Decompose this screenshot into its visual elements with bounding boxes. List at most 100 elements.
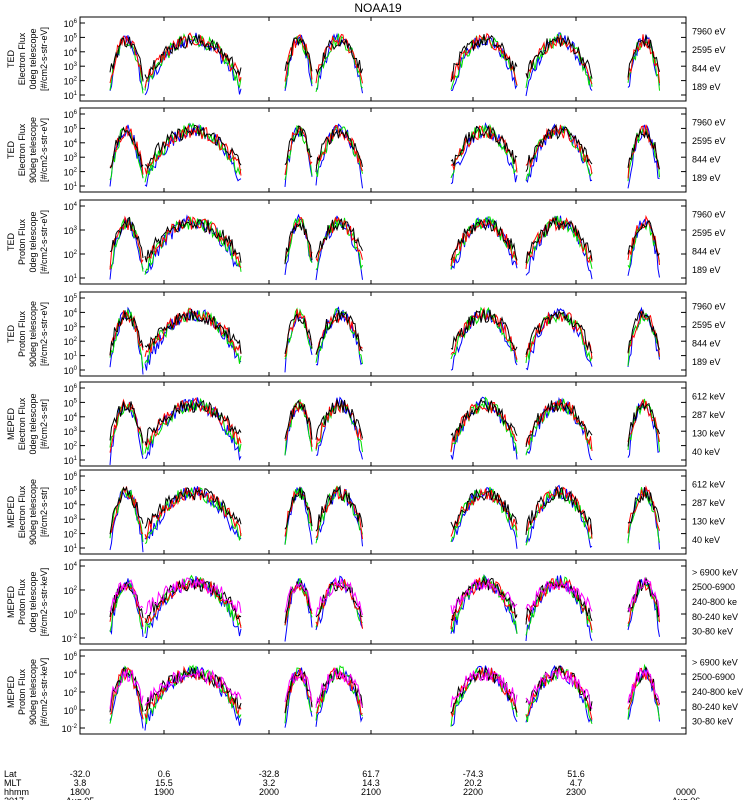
flux-trace-magenta [109,667,660,709]
y-axis-label-line: Proton Flux [17,310,27,357]
y-tick-label: 10-2 [62,634,78,644]
y-tick-label: 100 [64,610,78,620]
y-tick-label: 104 [64,413,78,423]
legend-entry: 130 keV [692,516,725,526]
panel-7: 10-2 100 102 104 MEPED Proton Flux 0deg telesc… [6,559,738,645]
x-tick-label: 1800 [70,787,90,797]
panel-frame [79,291,687,377]
x-tick-label: 0.6 [158,769,171,779]
y-tick-label: 102 [64,250,78,260]
x-row-label: Lat [4,769,17,779]
flux-trace-black [109,34,660,83]
y-tick-label: 106 [64,384,78,394]
flux-trace-black [109,215,660,265]
y-axis-label-line: TED [6,232,16,251]
legend-entry: 612 keV [692,479,725,489]
legend-entry: 2595 eV [692,228,726,238]
legend-entry: 2595 eV [692,45,726,55]
y-axis-label-line: [#/cm2-s-str-eV] [39,210,49,274]
x-row-label: hhmm [4,787,29,797]
y-tick-label: 102 [64,442,78,452]
legend-entry: 7960 eV [692,301,726,311]
panel-frame [79,559,687,645]
y-tick-label: 101 [64,182,78,192]
flux-traces [109,32,660,97]
flux-trace-red [109,306,660,360]
legend-entry: 2595 eV [692,136,726,146]
y-axis-label-line: [#/cm2-s-str-eV] [39,118,49,182]
flux-traces [109,213,660,281]
x-axis-labels: Lat -32.0 0.6 -32.8 61.7 -74.3 51.6 MLT 3.8 15.5 3… [4,769,700,800]
y-tick-label: 104 [64,562,78,572]
x-tick-label: -74.3 [463,769,484,779]
y-axis-label-line: MEPED [6,496,16,529]
legend-entry: 30-80 keV [692,717,733,727]
legend-entry: 7960 eV [692,209,726,219]
y-tick-label: 106 [64,652,78,662]
x-tick-label: 3.8 [74,778,87,788]
x-tick-label: 2300 [566,787,586,797]
y-tick-label: 102 [64,77,78,87]
flux-traces [109,663,660,731]
y-axis-label-line: Proton Flux [17,218,27,265]
legend-entry: 189 eV [692,173,721,183]
legend-entry: 844 eV [692,154,721,164]
y-tick-label: 104 [64,139,78,149]
legend-entry: 30-80 keV [692,627,733,637]
legend-entry: 2595 eV [692,320,726,330]
legend-entry: > 6900 keV [692,567,738,577]
y-tick-label: 103 [64,323,78,333]
x-tick-label: 14.3 [362,778,380,788]
flux-trace-red [109,32,660,88]
y-axis-label-line: [#/cm2-s-str-eV] [39,302,49,366]
y-tick-label: 105 [64,33,78,43]
x-row-label: 2017 [4,796,24,800]
y-tick-label: 102 [64,688,78,698]
legend-entry: 7960 eV [692,26,726,36]
y-tick-label: 103 [64,427,78,437]
x-tick-label: 20.2 [464,778,482,788]
y-axis-label-line: 90deg telescope [28,659,38,725]
y-tick-label: 102 [64,586,78,596]
x-tick-label: -32.0 [70,769,91,779]
flux-traces [109,484,660,553]
y-tick-label: 106 [64,110,78,120]
y-tick-label: 103 [64,62,78,72]
legend-entry: 287 keV [692,410,725,420]
y-axis-label-line: Proton Flux [17,668,27,715]
y-tick-label: 101 [64,274,78,284]
y-axis-label-line: Electron Flux [17,123,27,176]
y-axis-label-line: [#/cm2-s-str] [39,399,49,449]
flux-trace-black [109,398,660,448]
y-tick-label: 105 [64,398,78,408]
y-tick-label: 105 [64,294,78,304]
x-tick-label: 0000 [676,787,696,797]
legend-entry: 844 eV [692,338,721,348]
y-tick-label: 103 [64,515,78,525]
y-tick-label: 102 [64,530,78,540]
y-tick-label: 106 [64,472,78,482]
panel-8: 10-2 100 102 104 106 MEPED Proton Flux 90deg te… [6,649,743,735]
legend-entry: 612 keV [692,391,725,401]
y-tick-label: 105 [64,124,78,134]
y-tick-label: 100 [64,706,78,716]
panel-3: 101 102 103 104 TED Proton Flux 0deg telescope… [6,199,726,285]
y-axis-label-line: Electron Flux [17,397,27,450]
x-tick-label: 2000 [259,787,279,797]
legend-entry: 80-240 keV [692,612,738,622]
x-tick-label: 51.6 [567,769,585,779]
y-axis-label-line: Electron Flux [17,32,27,85]
flux-trace-red [109,214,660,270]
chart-title: NOAA19 [354,1,402,15]
y-tick-label: 104 [64,670,78,680]
flux-traces [109,122,660,189]
y-axis-label-line: 0deg telescope [28,211,38,272]
legend-entry: 189 eV [692,265,721,275]
y-tick-label: 100 [64,366,78,376]
x-tick-label: -32.8 [259,769,280,779]
y-axis-label-line: TED [6,49,16,68]
y-tick-label: 103 [64,153,78,163]
y-axis-label-line: 0deg telescope [28,393,38,454]
y-tick-label: 104 [64,202,78,212]
